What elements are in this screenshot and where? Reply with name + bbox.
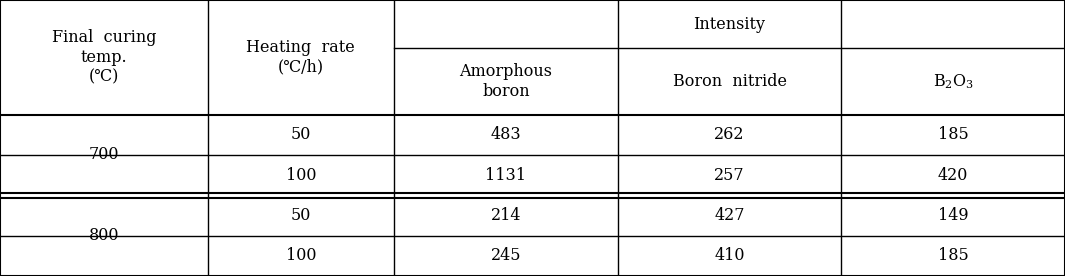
Text: 50: 50 [291, 207, 311, 224]
Text: Final  curing
temp.
(℃): Final curing temp. (℃) [51, 29, 157, 85]
Text: $\mathregular{B_2O_3}$: $\mathregular{B_2O_3}$ [933, 72, 973, 91]
Text: 410: 410 [715, 247, 744, 264]
Text: Amorphous
boron: Amorphous boron [459, 63, 553, 100]
Text: 100: 100 [285, 247, 316, 264]
Text: Intensity: Intensity [693, 15, 766, 33]
Text: 1131: 1131 [486, 167, 526, 184]
Text: 427: 427 [715, 207, 744, 224]
Text: Boron  nitride: Boron nitride [672, 73, 787, 90]
Text: 257: 257 [715, 167, 744, 184]
Text: Heating  rate
(℃/h): Heating rate (℃/h) [246, 39, 356, 76]
Text: 149: 149 [938, 207, 968, 224]
Text: 420: 420 [938, 167, 968, 184]
Text: 245: 245 [491, 247, 521, 264]
Text: 214: 214 [491, 207, 521, 224]
Text: 262: 262 [715, 126, 744, 143]
Text: 700: 700 [88, 146, 119, 163]
Text: 100: 100 [285, 167, 316, 184]
Text: 483: 483 [491, 126, 521, 143]
Text: 185: 185 [938, 126, 968, 143]
Text: 185: 185 [938, 247, 968, 264]
Text: 800: 800 [88, 227, 119, 244]
Text: 50: 50 [291, 126, 311, 143]
